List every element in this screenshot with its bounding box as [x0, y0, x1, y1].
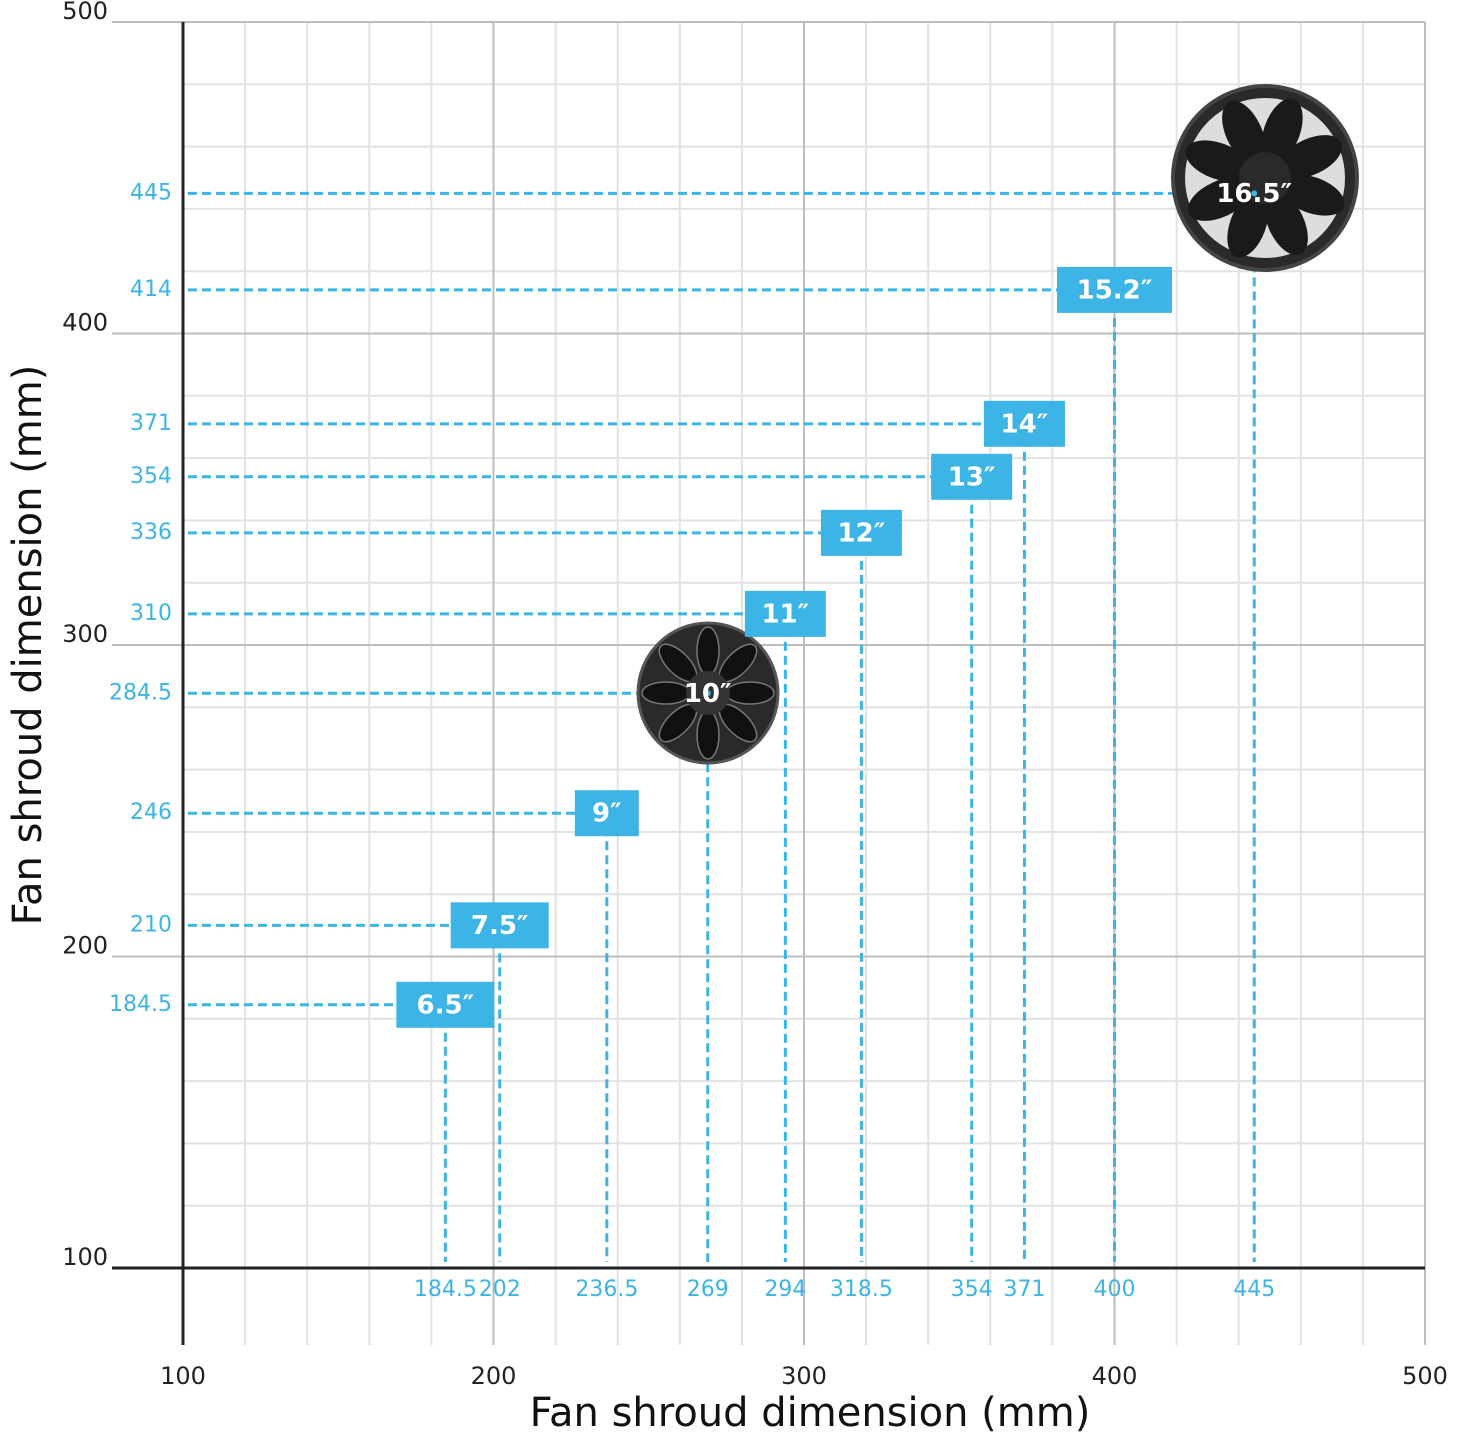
x-tick-label: 500: [1402, 1362, 1448, 1390]
guides: [188, 191, 1256, 1262]
point: [396, 981, 495, 1028]
x-value-label: 354: [951, 1277, 993, 1302]
x-tick-label: 300: [781, 1362, 827, 1390]
point-label: 12″: [838, 518, 886, 548]
axes: 100 200 300 400 500 100 200 300 400 500 184.5 184.5…: [62, 0, 1448, 1390]
marks: 6.5″ 7.5″ 9″ 10″ 11″ 12″ 13″14″ 15.2″ 16.5″: [396, 179, 1292, 1028]
point-label: 11″: [761, 599, 809, 629]
point-label: 16.5″: [1216, 179, 1292, 209]
point: [1057, 266, 1172, 313]
point-label: 14″: [1001, 409, 1049, 439]
point-label: 10″: [684, 679, 732, 709]
point: [744, 590, 826, 637]
y-value-label: 445: [130, 180, 172, 205]
fan-icon: [1171, 84, 1359, 272]
point: [820, 509, 902, 556]
y-tick-label: 200: [62, 932, 108, 960]
x-tick-label: 200: [471, 1362, 517, 1390]
x-value-label: 294: [764, 1277, 806, 1302]
x-value-label: 445: [1233, 1277, 1275, 1302]
point-label: 7.5″: [471, 911, 529, 941]
x-value-label: 318.5: [830, 1277, 893, 1302]
point-label: 6.5″: [417, 990, 475, 1020]
x-value-label: 371: [1003, 1277, 1045, 1302]
x-value-label: 184.5: [414, 1277, 477, 1302]
y-value-label: 246: [130, 800, 172, 825]
point: [983, 400, 1065, 447]
y-value-label: 371: [130, 411, 172, 436]
y-tick-label: 500: [62, 0, 108, 25]
point-label: 13″: [948, 462, 996, 492]
y-value-label: 184.5: [109, 992, 172, 1017]
x-value-label: 236.5: [575, 1277, 638, 1302]
x-tick-label: 100: [160, 1362, 206, 1390]
x-value-label: 400: [1094, 1277, 1136, 1302]
y-axis-title: Fan shroud dimension (mm): [5, 365, 51, 926]
y-tick-label: 300: [62, 620, 108, 648]
y-value-label: 284.5: [109, 680, 172, 705]
y-value-label: 354: [130, 464, 172, 489]
point: [450, 902, 549, 949]
y-value-label: 310: [130, 601, 172, 626]
y-tick-label: 400: [62, 309, 108, 337]
x-value-label: 202: [479, 1277, 521, 1302]
x-tick-label: 400: [1092, 1362, 1138, 1390]
y-value-label: 336: [130, 520, 172, 545]
x-axis-title: Fan shroud dimension (mm): [530, 1390, 1091, 1436]
y-tick-label: 100: [62, 1243, 108, 1271]
point-label: 9″: [592, 799, 622, 829]
point: [704, 690, 711, 697]
point-label: 15.2″: [1077, 275, 1153, 305]
point: [574, 790, 639, 837]
x-value-label: 269: [687, 1277, 729, 1302]
point: [931, 453, 1013, 500]
y-value-label: 414: [130, 277, 172, 302]
point: [1251, 190, 1258, 197]
y-value-label: 210: [130, 912, 172, 937]
